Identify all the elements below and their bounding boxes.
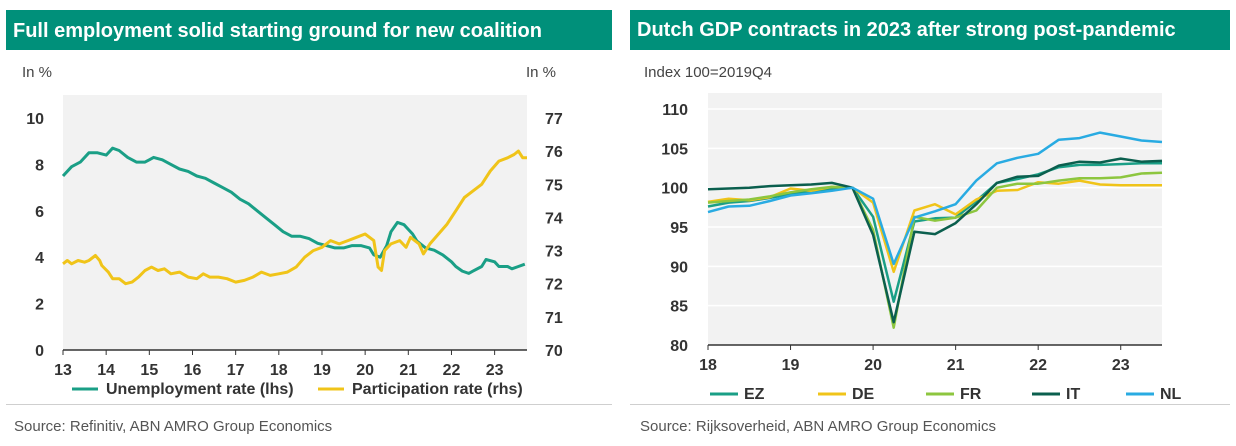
y-tick-label: 85 (670, 299, 688, 316)
x-tick-label: 20 (356, 362, 374, 379)
legend-label: DE (852, 386, 875, 403)
legend-label: IT (1066, 386, 1080, 403)
y-tick-label: 105 (661, 141, 688, 158)
y-tick-label: 110 (662, 102, 688, 119)
right-y-tick-label: 70 (545, 343, 563, 360)
right-chart-source: Source: Rijksoverheid, ABN AMRO Group Ec… (640, 418, 996, 435)
x-tick-label: 15 (140, 362, 158, 379)
unemployment-participation-chart: 0 2 4 6 8 10 70 71 72 73 74 75 76 77 13 14 15 16 17 18 19 20 2… (26, 95, 563, 398)
legend-label: EZ (744, 386, 765, 403)
x-tick-label: 22 (443, 362, 461, 379)
left-chart-title: Full employment solid starting ground fo… (6, 10, 612, 50)
left-y-tick-label: 8 (35, 157, 44, 174)
x-tick-label: 18 (699, 357, 717, 374)
y-tick-label: 100 (661, 181, 688, 198)
x-tick-label: 19 (782, 357, 800, 374)
unemployment-rate-line (61, 146, 526, 275)
gdp-index-chart: 80 85 90 95 100 105 110 18 19 20 21 22 23 EZ DE FR IT NL (661, 93, 1182, 403)
right-chart-panel: Dutch GDP contracts in 2023 after strong… (630, 0, 1236, 446)
left-y-tick-label: 10 (26, 111, 44, 128)
right-y-tick-label: 75 (545, 177, 563, 194)
right-y-tick-label: 72 (545, 277, 563, 294)
source-divider (6, 404, 612, 405)
x-tick-label: 21 (947, 357, 965, 374)
gdp-line-de (707, 179, 1162, 274)
x-tick-label: 20 (864, 357, 882, 374)
legend-label: FR (960, 386, 982, 403)
left-chart-source: Source: Refinitiv, ABN AMRO Group Econom… (14, 418, 333, 435)
right-axis-unit: In % (526, 64, 557, 81)
legend-label: NL (1160, 386, 1182, 403)
participation-rate-line (62, 149, 527, 286)
left-y-tick-label: 0 (35, 343, 44, 360)
gdp-line-nl (707, 131, 1163, 266)
legend-label: Participation rate (rhs) (352, 381, 523, 398)
gdp-line-ez (707, 162, 1162, 303)
x-tick-label: 23 (486, 362, 504, 379)
left-y-tick-label: 4 (35, 250, 44, 267)
left-y-tick-label: 6 (35, 204, 44, 221)
y-tick-label: 90 (670, 259, 688, 276)
gdp-line-it (707, 157, 1163, 324)
x-tick-label: 23 (1112, 357, 1130, 374)
right-y-tick-label: 73 (545, 244, 563, 261)
gdp-line-fr (707, 171, 1163, 329)
right-chart-title: Dutch GDP contracts in 2023 after strong… (630, 10, 1230, 50)
right-y-tick-label: 77 (545, 111, 563, 128)
y-tick-label: 80 (670, 338, 688, 355)
x-tick-label: 13 (54, 362, 72, 379)
index-unit-label: Index 100=2019Q4 (644, 64, 773, 81)
x-tick-label: 21 (399, 362, 417, 379)
y-tick-label: 95 (670, 220, 688, 237)
x-tick-label: 17 (227, 362, 245, 379)
x-tick-label: 16 (184, 362, 202, 379)
x-tick-label: 14 (97, 362, 115, 379)
legend-label: Unemployment rate (lhs) (106, 381, 294, 398)
x-tick-label: 19 (313, 362, 331, 379)
left-y-tick-label: 2 (35, 297, 44, 314)
source-divider (630, 404, 1230, 405)
plot-area (63, 95, 527, 350)
left-chart-panel: Full employment solid starting ground fo… (0, 0, 612, 446)
x-tick-label: 22 (1029, 357, 1047, 374)
x-tick-label: 18 (270, 362, 288, 379)
left-axis-unit: In % (22, 64, 53, 81)
right-y-tick-label: 76 (545, 144, 563, 161)
right-y-tick-label: 74 (545, 210, 563, 227)
right-y-tick-label: 71 (545, 310, 563, 327)
